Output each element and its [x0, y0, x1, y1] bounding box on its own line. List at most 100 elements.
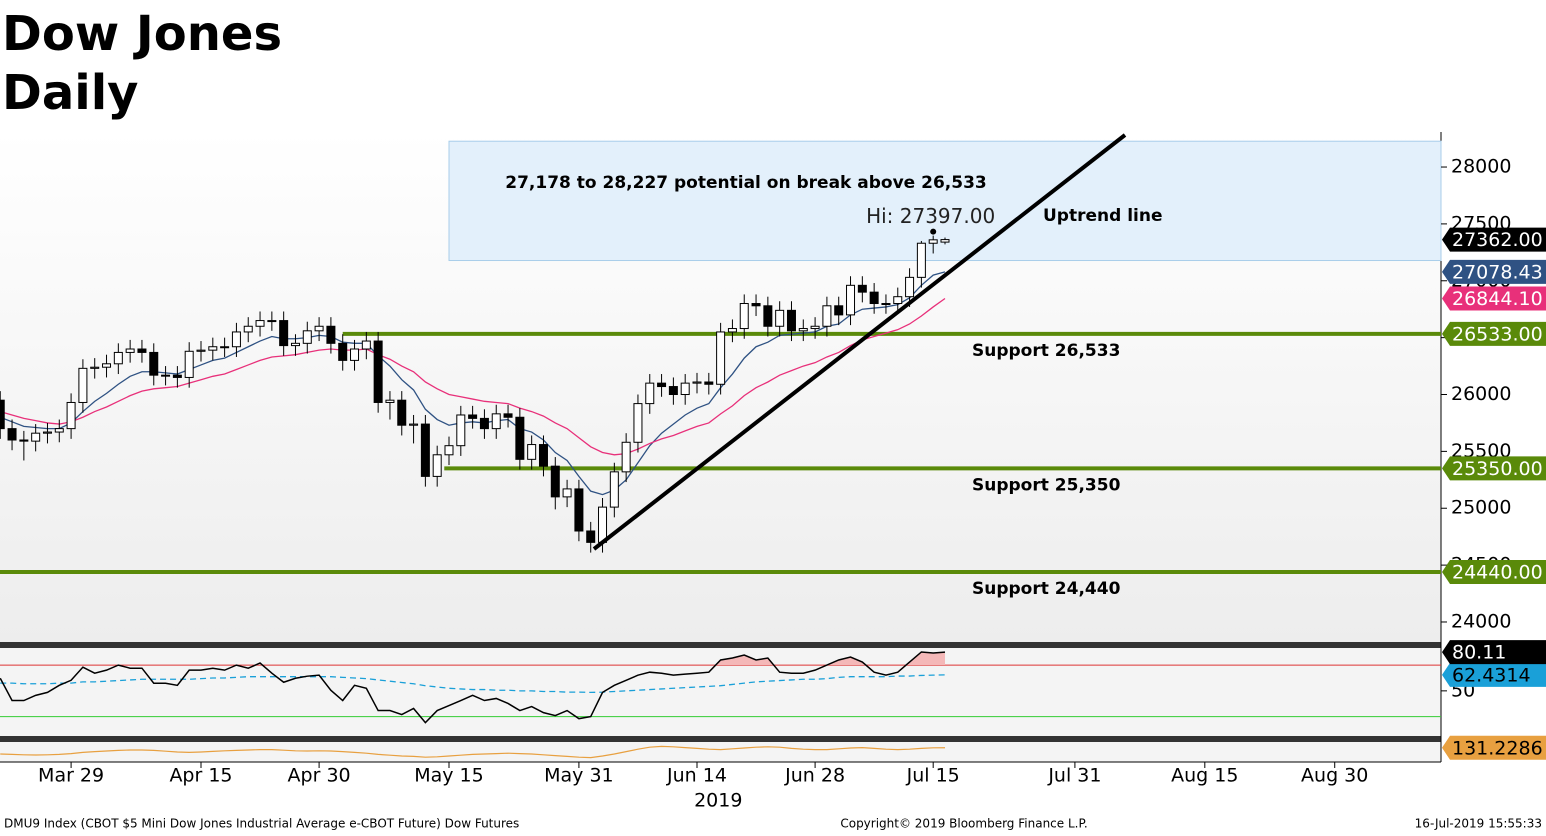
candle-body	[279, 320, 289, 347]
tag-label: 62.4314	[1452, 664, 1531, 686]
title: Dow Jones	[2, 6, 282, 62]
support-label: Support 24,440	[972, 579, 1121, 599]
uptrend-line	[592, 133, 1127, 551]
candle-body	[810, 325, 820, 330]
oscillator-line	[0, 745, 946, 759]
x-tick-label: Aug 15	[1171, 765, 1238, 787]
candle-body	[432, 454, 442, 477]
candle-body	[0, 399, 5, 430]
candle-body	[621, 441, 631, 473]
candle-body	[302, 330, 312, 344]
tag-box	[1442, 456, 1546, 481]
candle-body	[243, 325, 253, 333]
candle-body	[326, 325, 336, 344]
title: Daily	[2, 65, 138, 121]
candle-body	[893, 296, 903, 305]
plot: 27,178 to 28,227 potential on break abov…	[0, 140, 1442, 759]
candle-body	[798, 328, 808, 332]
candle-body	[42, 431, 52, 434]
candle-body	[66, 401, 76, 430]
x-tick-label: Jun 28	[784, 765, 845, 787]
candle-body	[409, 423, 419, 426]
footer-left: DMU9 Index (CBOT $5 Mini Dow Jones Indus…	[4, 817, 519, 831]
candle-body	[220, 346, 230, 349]
x-tick-label: May 15	[414, 765, 484, 787]
value-tag: 27078.43	[1442, 259, 1546, 284]
candle-body	[420, 423, 430, 477]
candle-body	[846, 284, 856, 316]
candle-body	[704, 381, 714, 385]
candle-body	[609, 471, 619, 508]
x-tick-label: Jul 15	[906, 765, 960, 787]
osc-panel	[0, 742, 1441, 762]
candle-body	[503, 413, 513, 418]
panel-divider	[0, 736, 1441, 742]
tag-label: 24440.00	[1452, 561, 1543, 583]
candle-body	[196, 349, 206, 352]
rsi-ma	[0, 674, 946, 694]
candle-body	[905, 276, 915, 298]
x-tick-label: Jul 31	[1047, 765, 1101, 787]
footer-right: 16-Jul-2019 15:55:33	[1415, 817, 1542, 831]
candle-body	[515, 416, 525, 460]
candle-body	[716, 331, 726, 385]
candle-body	[385, 399, 395, 403]
candle-body	[940, 239, 950, 243]
value-tag: 25350.00	[1442, 456, 1546, 481]
candle-body	[102, 363, 112, 368]
candle-body	[562, 488, 572, 498]
candle-body	[680, 382, 690, 396]
y-tick-label: 26000	[1451, 383, 1511, 405]
y-tick-label: 28000	[1451, 156, 1511, 178]
candle-body	[314, 325, 324, 332]
tag-box	[1442, 640, 1546, 665]
candle-body	[928, 239, 938, 244]
candle-body	[113, 351, 123, 365]
candle-body	[491, 413, 501, 430]
tag-box	[1442, 321, 1546, 346]
candle-body	[857, 284, 867, 293]
candle-body	[90, 366, 100, 369]
tag-label: 25350.00	[1452, 458, 1543, 480]
candle-body	[350, 348, 360, 361]
candle-body	[338, 342, 348, 361]
candle-body	[763, 305, 773, 327]
x-tick-label: Jun 14	[666, 765, 727, 787]
x-tick-label: Mar 29	[38, 765, 104, 787]
value-tag: 27362.00	[1442, 227, 1546, 252]
candle-body	[834, 305, 844, 316]
candle-body	[751, 303, 761, 307]
candle-body	[444, 445, 454, 456]
tag-box	[1442, 286, 1546, 311]
candle-body	[19, 439, 29, 442]
candle-body	[633, 403, 643, 443]
candle-body	[267, 320, 277, 323]
candle-body	[645, 382, 655, 405]
x-tick-label: May 31	[544, 765, 614, 787]
candle-body	[31, 432, 41, 442]
value-tag: 80.11	[1442, 640, 1546, 665]
x-tick-label: Apr 15	[169, 765, 232, 787]
candle-body	[586, 530, 596, 543]
tag-label: 27078.43	[1452, 261, 1543, 283]
candle-body	[550, 465, 560, 498]
candle-body	[78, 367, 88, 403]
tag-box	[1442, 662, 1546, 687]
moving-average	[0, 297, 946, 456]
tag-box	[1442, 227, 1546, 252]
candle-body	[822, 305, 832, 327]
y-tick-label: 25500	[1451, 440, 1511, 462]
candle-body	[692, 381, 702, 384]
candle-body	[397, 399, 407, 426]
candle-body	[7, 428, 17, 441]
candle-body	[290, 342, 300, 347]
x-tick-label: Aug 30	[1301, 765, 1368, 787]
candle-body	[255, 320, 265, 327]
tag-box	[1442, 259, 1546, 284]
candle-body	[775, 309, 785, 327]
candle-body	[231, 331, 241, 348]
candle-body	[468, 414, 478, 419]
footer-center: Copyright© 2019 Bloomberg Finance L.P.	[840, 817, 1087, 831]
